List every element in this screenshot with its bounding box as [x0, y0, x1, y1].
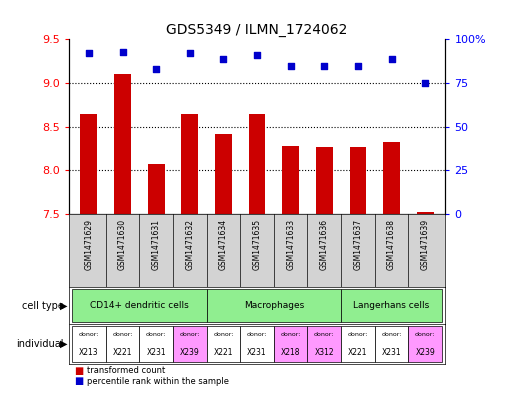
Text: percentile rank within the sample: percentile rank within the sample [87, 377, 229, 386]
Text: X312: X312 [315, 348, 334, 357]
Text: GSM1471634: GSM1471634 [219, 219, 228, 270]
Text: X231: X231 [247, 348, 267, 357]
Bar [282, 146, 299, 214]
Bar [417, 211, 434, 214]
Text: individual: individual [16, 339, 64, 349]
Text: GSM1471630: GSM1471630 [118, 219, 127, 270]
Text: Langerhans cells: Langerhans cells [353, 301, 430, 310]
Text: GSM1471639: GSM1471639 [421, 219, 430, 270]
Text: donor:: donor: [112, 332, 133, 337]
Point [219, 55, 228, 62]
Text: X239: X239 [415, 348, 435, 357]
Point [119, 48, 127, 55]
Bar [383, 143, 400, 214]
Text: X221: X221 [113, 348, 132, 357]
Point [320, 62, 328, 69]
Text: GSM1471629: GSM1471629 [84, 219, 93, 270]
Text: GSM1471637: GSM1471637 [353, 219, 362, 270]
Text: cell type: cell type [22, 301, 64, 310]
Text: donor:: donor: [348, 332, 368, 337]
Text: X221: X221 [214, 348, 233, 357]
Bar [80, 114, 97, 214]
Text: X221: X221 [348, 348, 367, 357]
Bar [114, 74, 131, 214]
Bar [148, 164, 164, 214]
Text: donor:: donor: [247, 332, 267, 337]
Bar [72, 289, 207, 322]
Text: donor:: donor: [180, 332, 200, 337]
Text: transformed count: transformed count [87, 366, 165, 375]
Bar [106, 326, 139, 362]
Text: ■: ■ [74, 376, 83, 386]
Point [85, 50, 93, 57]
Text: GSM1471635: GSM1471635 [252, 219, 262, 270]
Text: ▶: ▶ [60, 301, 67, 310]
Bar [248, 114, 266, 214]
Text: GSM1471632: GSM1471632 [185, 219, 194, 270]
Bar [173, 326, 207, 362]
Point [186, 50, 194, 57]
Bar [350, 147, 366, 214]
Bar [274, 326, 307, 362]
Text: GSM1471633: GSM1471633 [286, 219, 295, 270]
Text: CD14+ dendritic cells: CD14+ dendritic cells [90, 301, 189, 310]
Text: donor:: donor: [213, 332, 234, 337]
Title: GDS5349 / ILMN_1724062: GDS5349 / ILMN_1724062 [166, 23, 348, 37]
Text: donor:: donor: [415, 332, 435, 337]
Point [152, 66, 160, 72]
Bar [240, 326, 274, 362]
Bar [215, 134, 232, 214]
Text: X213: X213 [79, 348, 99, 357]
Text: donor:: donor: [280, 332, 301, 337]
Bar [408, 326, 442, 362]
Point [354, 62, 362, 69]
Text: ■: ■ [74, 365, 83, 376]
Text: GSM1471636: GSM1471636 [320, 219, 329, 270]
Text: X239: X239 [180, 348, 200, 357]
Text: GSM1471631: GSM1471631 [152, 219, 161, 270]
Point [253, 52, 261, 58]
Point [387, 55, 395, 62]
Bar [341, 289, 442, 322]
Text: X231: X231 [382, 348, 402, 357]
Text: donor:: donor: [314, 332, 334, 337]
Point [421, 80, 429, 86]
Bar [341, 326, 375, 362]
Text: X218: X218 [281, 348, 300, 357]
Bar [139, 326, 173, 362]
Bar [316, 147, 333, 214]
Text: GSM1471638: GSM1471638 [387, 219, 396, 270]
Bar [72, 326, 106, 362]
Bar [207, 326, 240, 362]
Bar [207, 289, 341, 322]
Bar [375, 326, 408, 362]
Text: Macrophages: Macrophages [244, 301, 304, 310]
Bar [181, 114, 198, 214]
Text: donor:: donor: [381, 332, 402, 337]
Text: ▶: ▶ [60, 339, 67, 349]
Text: X231: X231 [147, 348, 166, 357]
Text: donor:: donor: [79, 332, 99, 337]
Point [287, 62, 295, 69]
Text: donor:: donor: [146, 332, 166, 337]
Bar [307, 326, 341, 362]
